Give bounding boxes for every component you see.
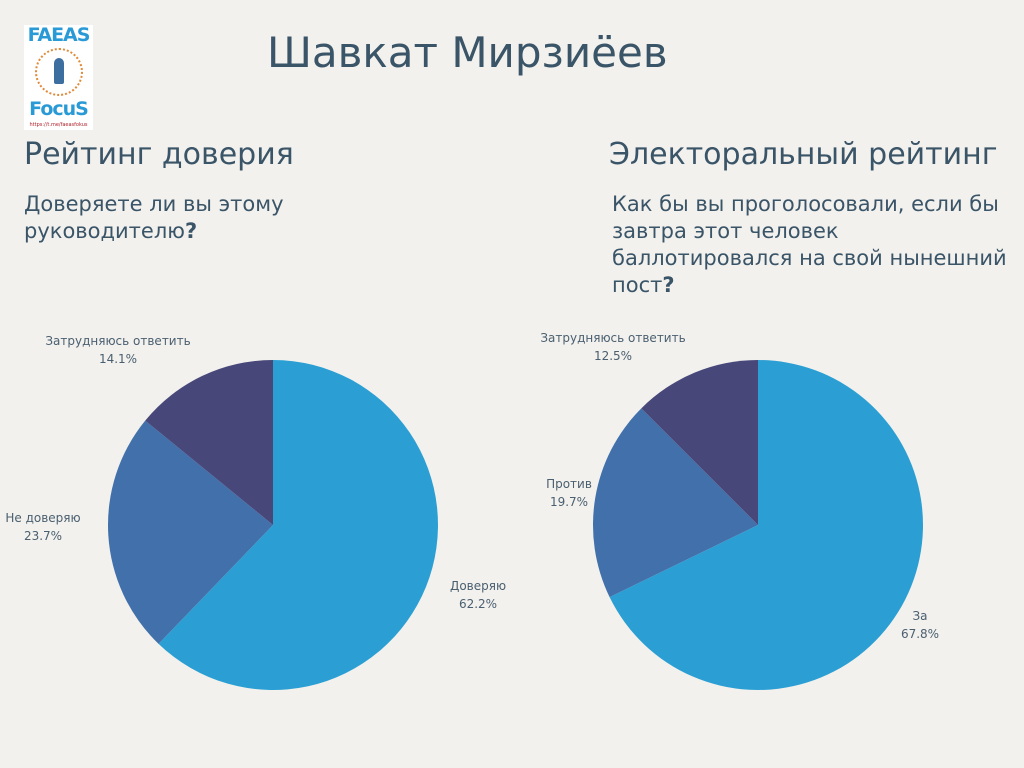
page-title: Шавкат Мирзиёев (267, 28, 668, 77)
question-text: Как бы вы проголосовали, если бы завтра … (612, 192, 1007, 297)
slice-value-label-0-0: 62.2% (459, 597, 497, 611)
slice-category-label-1-2: Затрудняюсь ответить (540, 331, 685, 345)
slice-category-label-1-0: За (912, 609, 927, 623)
question-electoral: Как бы вы проголосовали, если бы завтра … (612, 191, 1017, 299)
pie-slice-1-1 (592, 408, 758, 598)
slice-category-label-1-1: Против (546, 477, 592, 491)
slice-value-label-1-1: 19.7% (550, 495, 588, 509)
pie-slice-0-2 (145, 360, 273, 525)
slice-value-label-0-1: 23.7% (24, 529, 62, 543)
slice-value-label-1-0: 67.8% (901, 627, 939, 641)
question-text: Доверяете ли вы этому руководителю (24, 192, 284, 243)
pie-slice-0-0 (158, 360, 438, 690)
chart-title-trust: Рейтинг доверия (24, 137, 294, 172)
slice-category-label-0-0: Доверяю (450, 579, 506, 593)
slice-category-label-0-1: Не доверяю (5, 511, 80, 525)
logo-top-text: FAEAS (27, 25, 91, 46)
pie-slice-1-0 (609, 360, 923, 690)
pie-slice-1-2 (641, 360, 758, 525)
logo-bottom-text: FocuS (29, 98, 89, 120)
question-trust: Доверяете ли вы этому руководителю? (24, 191, 314, 245)
question-mark: ? (662, 273, 675, 297)
logo-figure-icon (34, 48, 83, 96)
chart-title-electoral: Электоральный рейтинг (609, 137, 998, 172)
slice-value-label-0-2: 14.1% (99, 352, 137, 366)
question-mark: ? (184, 219, 198, 243)
logo-url: https://t.me/faeasfokus (29, 122, 88, 128)
slice-value-label-1-2: 12.5% (594, 349, 632, 363)
pie-slice-0-1 (107, 420, 273, 644)
faeas-focus-logo: FAEAS FocuS https://t.me/faeasfokus (24, 25, 93, 130)
slice-category-label-0-2: Затрудняюсь ответить (45, 334, 190, 348)
